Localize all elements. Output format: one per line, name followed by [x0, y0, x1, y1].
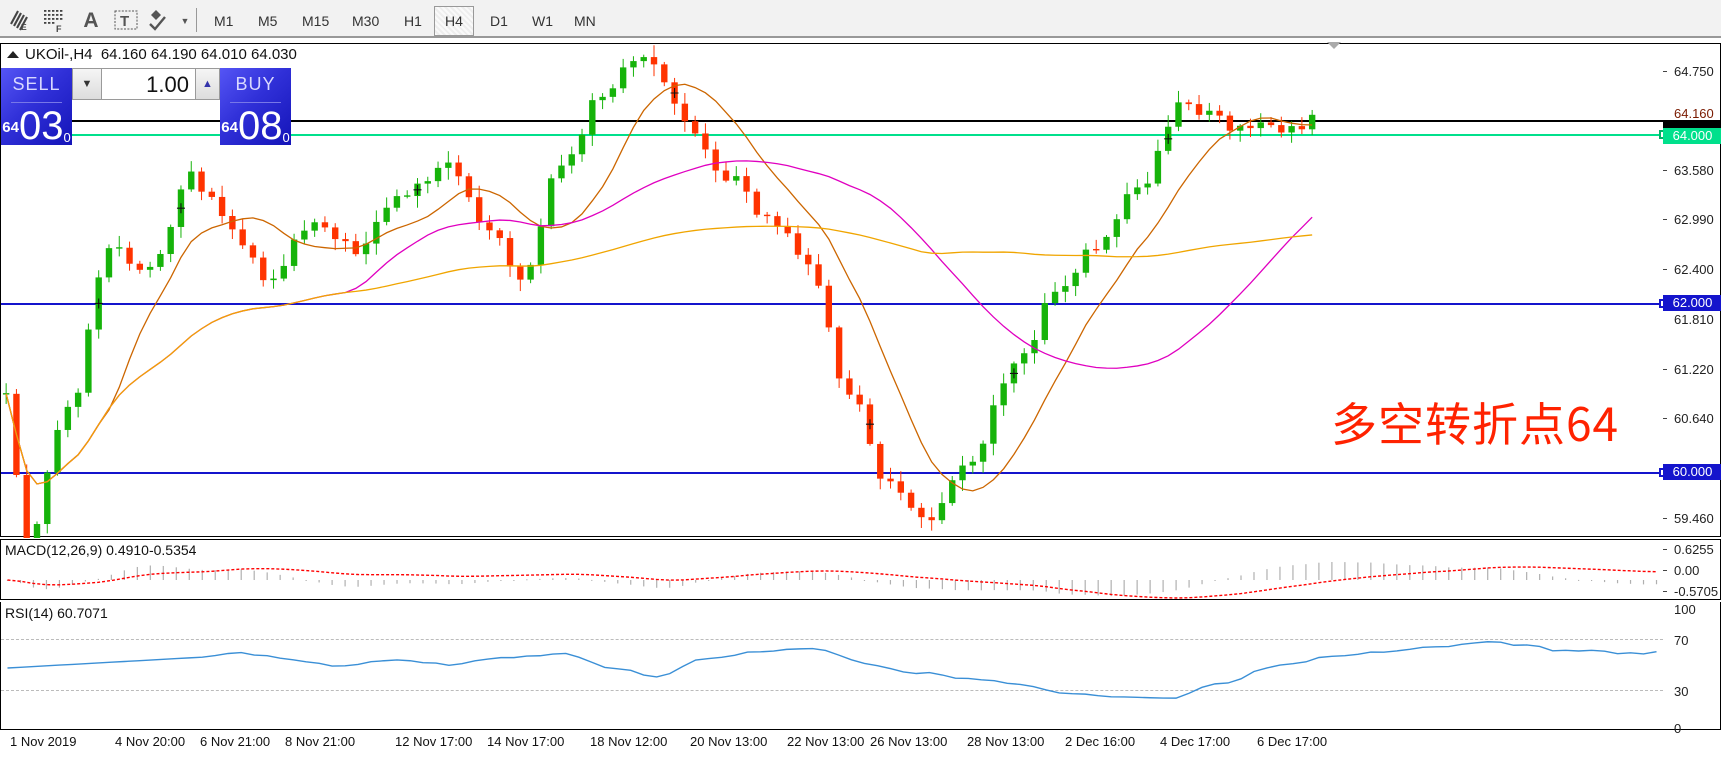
svg-text:E: E [21, 22, 27, 32]
svg-text:F: F [56, 24, 62, 33]
svg-text:T: T [120, 13, 129, 30]
